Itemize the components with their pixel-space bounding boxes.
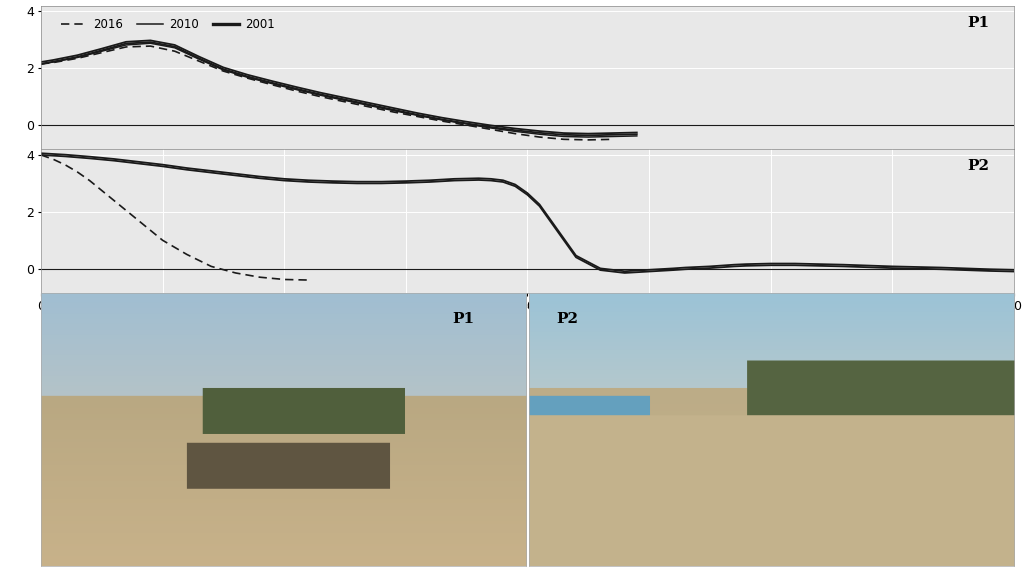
Text: P2: P2 [968, 160, 989, 173]
Text: P1: P1 [968, 16, 989, 30]
Legend: 2016, 2010, 2001: 2016, 2010, 2001 [56, 13, 280, 35]
Text: P2: P2 [556, 312, 579, 326]
Text: P1: P1 [452, 312, 474, 326]
